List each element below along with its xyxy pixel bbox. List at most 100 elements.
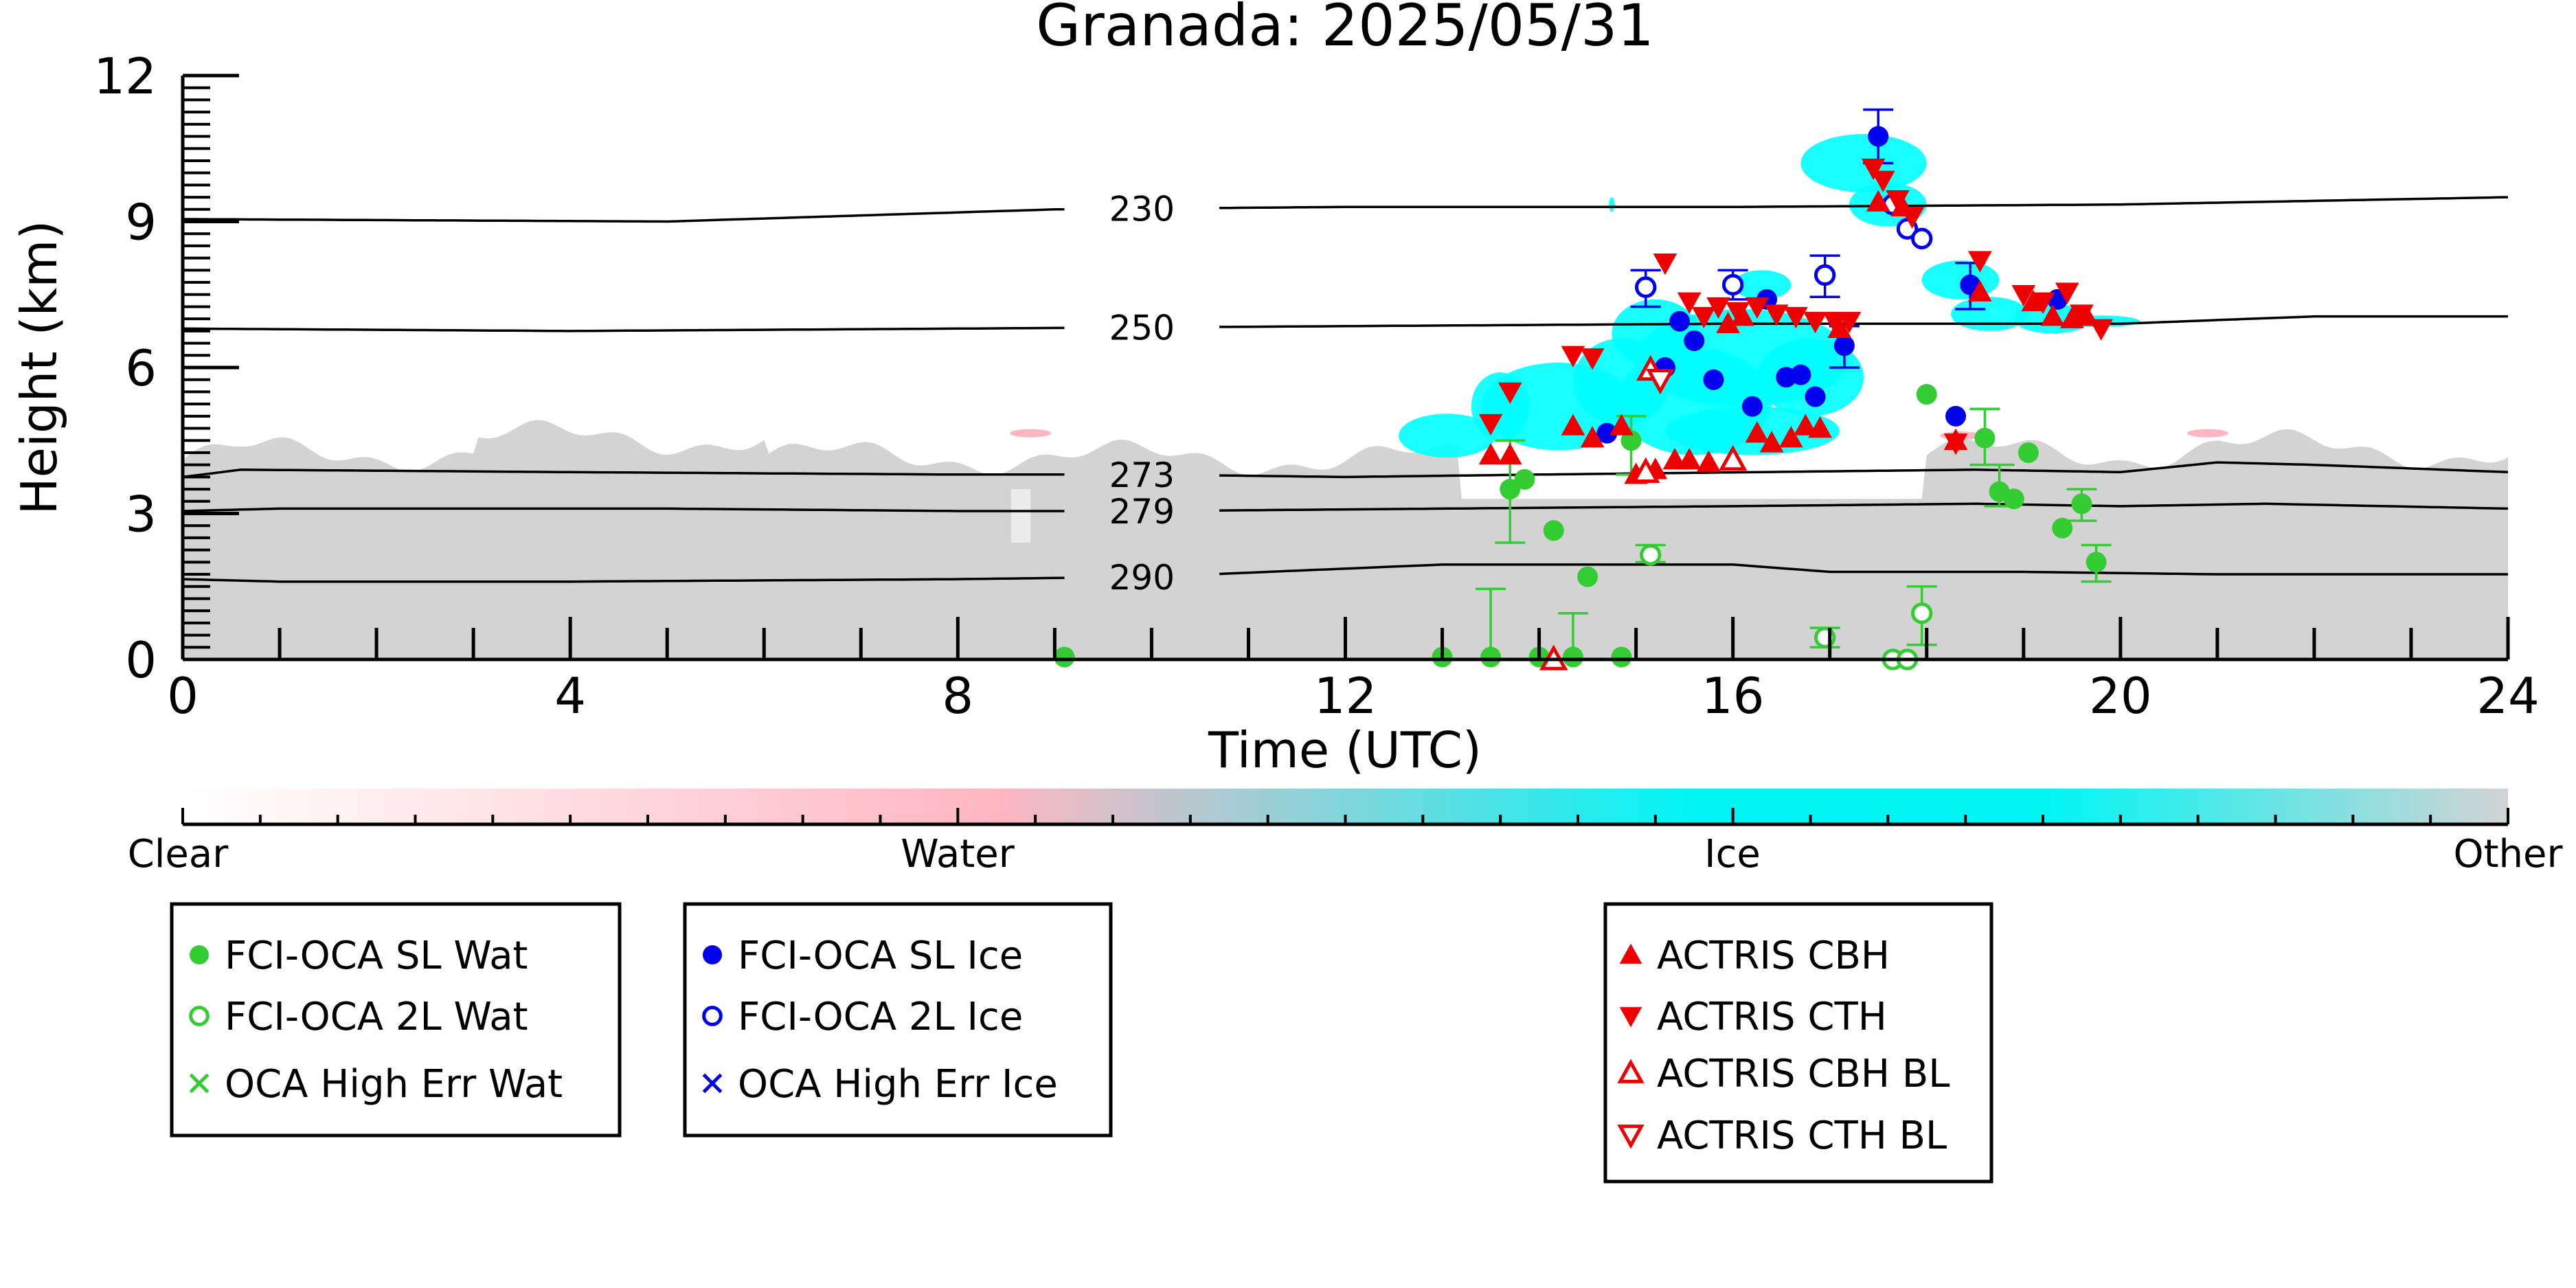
fci-oca-sl-wat-point	[2018, 442, 2039, 463]
ice-cloud-patch	[1921, 260, 2000, 300]
fci-oca-sl-wat-point	[1916, 383, 1937, 405]
cloud-mask-other-region	[183, 420, 2508, 659]
x-ticks: 0 4 8 12 16 20 24	[167, 617, 2540, 725]
fci-oca-sl-ice-point	[1703, 369, 1724, 390]
isotherm-label: 250	[1109, 308, 1175, 348]
legend-label: OCA High Err Wat	[225, 1062, 563, 1107]
actris-cbh-point	[1759, 431, 1784, 453]
isotherm-line	[182, 315, 2508, 332]
fci-oca-sl-wat-point	[2052, 517, 2073, 539]
actris-cth-point	[1677, 292, 1702, 314]
actris-cth-point	[1692, 306, 1716, 329]
legend-entries: ACTRIS CBH ACTRIS CTH ACTRIS CBH BL ACTRIS …	[1617, 934, 1950, 1158]
axes: 0 4 8 12 16 20 24 0 3 6 9 12	[93, 47, 2539, 725]
actris-cbh-point	[1778, 426, 1803, 448]
fci-oca-sl-wat-point	[1562, 646, 1583, 668]
fci-oca-sl-ice-point	[1596, 422, 1618, 444]
actris-cth-point	[2031, 292, 2055, 314]
legend-label: FCI-OCA SL Ice	[738, 934, 1023, 978]
isotherm-label: 273	[1109, 455, 1175, 495]
fci-oca-sl-wat-point	[1514, 468, 1535, 490]
water-cloud-patch	[1010, 429, 1052, 438]
isotherm-label: 230	[1109, 190, 1175, 229]
fci-oca-sl-wat-point	[2086, 552, 2107, 573]
actris-cth-point	[1764, 304, 1789, 326]
actris-cbh-point	[1677, 448, 1702, 470]
fci-oca-2l-ice-point	[1910, 227, 1933, 249]
legend-marker	[702, 1073, 723, 1094]
actris-cbh-point	[1866, 190, 1890, 212]
isotherm-line	[182, 563, 2508, 583]
fci-oca-sl-wat-point	[1500, 479, 1521, 500]
actris-cth-point	[1653, 253, 1677, 275]
isotherm-label: 290	[1109, 558, 1175, 598]
x-tick-label: 16	[1702, 667, 1765, 725]
actris-cth-point	[1783, 306, 1808, 329]
y-tick-label: 9	[125, 194, 157, 251]
fci-oca-sl-wat-point	[1543, 520, 1564, 541]
fci-oca-sl-ice-point	[1805, 386, 1826, 407]
fci-oca-sl-wat-point	[1480, 646, 1502, 668]
legend-label: OCA High Err Ice	[738, 1062, 1058, 1107]
actris-cth-point	[1900, 207, 1924, 229]
legend-marker	[702, 1006, 723, 1026]
actris-cth-point	[1726, 302, 1750, 324]
legend-label: FCI-OCA SL Wat	[225, 934, 528, 978]
colorbar-label-other: Other	[2453, 832, 2563, 877]
fci-oca-sl-wat-point	[2003, 488, 2024, 510]
fci-oca-2l-ice-point	[1814, 264, 1836, 286]
x-axis-label: Time (UTC)	[1208, 721, 1482, 779]
actris-cbh-point	[1967, 280, 1992, 302]
cloud-mask-gap	[1010, 489, 1031, 543]
ice-cloud-patch	[1732, 270, 1792, 300]
legend-marker	[1619, 1007, 1642, 1028]
fci-oca-2l-wat-point	[1640, 544, 1662, 566]
fci-oca-sl-ice-point	[1833, 335, 1855, 357]
legend-label: ACTRIS CBH BL	[1657, 1052, 1950, 1096]
colorbar-label-water: Water	[901, 832, 1015, 877]
fci-oca-sl-ice-point	[1669, 310, 1691, 332]
legend-marker-stroke	[189, 1073, 210, 1094]
actris-cth-point	[1861, 158, 1886, 181]
legend-marker	[703, 945, 722, 964]
y-axis-label: Height (km)	[10, 221, 68, 515]
x-tick-label: 0	[167, 667, 199, 725]
x-tick-label: 12	[1314, 667, 1377, 725]
actris-cth-bl-point	[1646, 369, 1675, 395]
fci-oca-sl-ice-point	[1868, 126, 1889, 147]
actris-cth-point	[2089, 319, 2113, 341]
colorbar-label-ice: Ice	[1704, 832, 1761, 877]
legend-label: FCI-OCA 2L Ice	[738, 995, 1023, 1039]
actris-cth-point	[1745, 297, 1770, 319]
fci-oca-sl-ice-point	[1684, 330, 1705, 352]
fci-oca-sl-wat-point	[1620, 430, 1642, 451]
actris-cth-point	[2070, 304, 2094, 326]
actris-cth-point	[1837, 312, 1862, 334]
fci-oca-sl-ice-point	[1790, 364, 1811, 385]
actris-cth-point	[1478, 414, 1503, 436]
fci-oca-2l-wat-point	[1910, 602, 1933, 624]
actris-cth-point	[1561, 346, 1585, 368]
legend-box	[1603, 902, 1993, 1184]
legend-water: FCI-OCA SL Wat FCI-OCA 2L Wat OCA High Err…	[170, 902, 622, 1138]
actris-cth-point	[1967, 251, 1992, 273]
actris-cbh-point	[1697, 450, 1721, 472]
actris-cth-point	[1871, 170, 1895, 192]
actris-cth-point	[2011, 285, 2036, 307]
fci-oca-sl-ice-point	[1741, 396, 1763, 417]
x-tick-label: 20	[2089, 667, 2152, 725]
legend-entries: FCI-OCA SL Wat FCI-OCA 2L Wat OCA High Err…	[189, 934, 563, 1107]
x-tick-label: 8	[942, 667, 973, 725]
legend-marker	[190, 945, 209, 964]
legend-ice: FCI-OCA SL Ice FCI-OCA 2L Ice OCA High Err…	[683, 902, 1113, 1138]
cloud-mask-colorbar: Clear Water Ice Other	[128, 789, 2563, 877]
legend-actris: ACTRIS CBH ACTRIS CTH ACTRIS CBH BL ACTRIS …	[1603, 902, 1993, 1184]
actris-cth-point	[1803, 312, 1827, 334]
x-tick-label: 4	[554, 667, 586, 725]
legend-marker	[189, 1006, 210, 1026]
legend-marker	[1617, 1125, 1645, 1149]
y-ticks: 0 3 6 9 12	[93, 47, 239, 689]
actris-cth-point	[1580, 348, 1605, 370]
